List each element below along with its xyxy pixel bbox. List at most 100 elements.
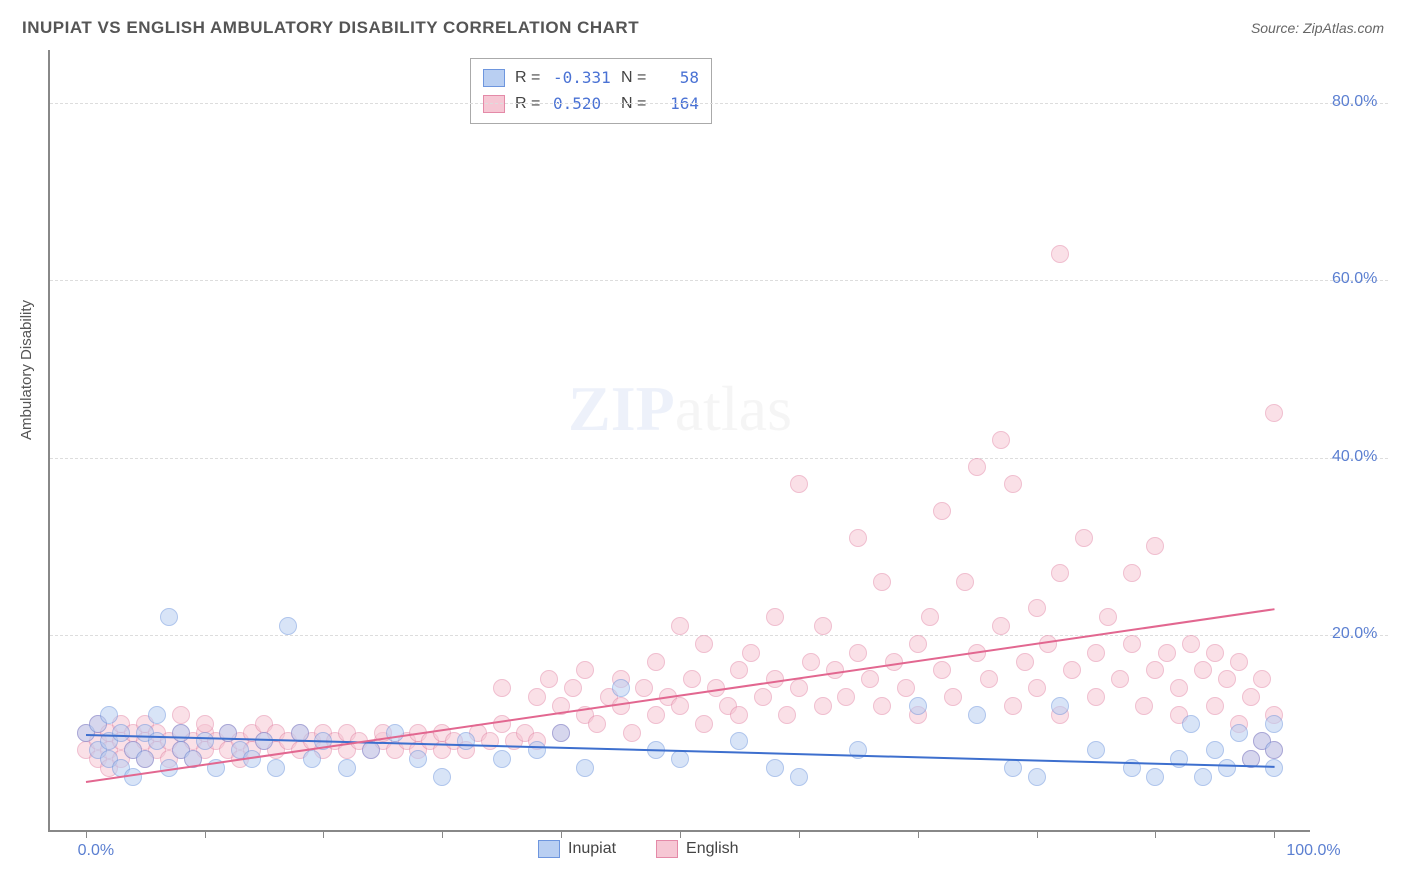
plot-container: Ambulatory Disability ZIPatlas R =-0.331… bbox=[48, 50, 1388, 830]
scatter-point bbox=[623, 724, 641, 742]
scatter-point bbox=[172, 724, 190, 742]
scatter-point bbox=[279, 617, 297, 635]
scatter-point bbox=[766, 608, 784, 626]
scatter-point bbox=[1087, 644, 1105, 662]
scatter-point bbox=[873, 573, 891, 591]
scatter-point bbox=[564, 679, 582, 697]
scatter-point bbox=[100, 706, 118, 724]
scatter-point bbox=[921, 608, 939, 626]
watermark-zip: ZIP bbox=[568, 373, 675, 444]
scatter-point bbox=[172, 706, 190, 724]
x-tick bbox=[442, 830, 443, 838]
scatter-point bbox=[968, 458, 986, 476]
scatter-point bbox=[1194, 768, 1212, 786]
scatter-point bbox=[909, 635, 927, 653]
scatter-point bbox=[1028, 599, 1046, 617]
scatter-point bbox=[588, 715, 606, 733]
scatter-point bbox=[1123, 564, 1141, 582]
scatter-point bbox=[814, 617, 832, 635]
scatter-point bbox=[112, 724, 130, 742]
scatter-point bbox=[754, 688, 772, 706]
scatter-point bbox=[1028, 768, 1046, 786]
scatter-point bbox=[944, 688, 962, 706]
scatter-point bbox=[196, 715, 214, 733]
scatter-point bbox=[1051, 697, 1069, 715]
scatter-point bbox=[742, 644, 760, 662]
watermark: ZIPatlas bbox=[568, 372, 792, 446]
scatter-point bbox=[528, 688, 546, 706]
legend-item: Inupiat bbox=[538, 840, 616, 858]
scatter-point bbox=[612, 679, 630, 697]
scatter-point bbox=[409, 750, 427, 768]
scatter-point bbox=[160, 608, 178, 626]
legend-item: English bbox=[656, 840, 738, 858]
scatter-point bbox=[1253, 670, 1271, 688]
scatter-point bbox=[1206, 644, 1224, 662]
scatter-point bbox=[837, 688, 855, 706]
x-tick bbox=[918, 830, 919, 838]
scatter-point bbox=[493, 715, 511, 733]
scatter-point bbox=[1004, 759, 1022, 777]
scatter-point bbox=[647, 706, 665, 724]
scatter-point bbox=[730, 732, 748, 750]
scatter-point bbox=[1194, 661, 1212, 679]
scatter-point bbox=[1206, 741, 1224, 759]
scatter-point bbox=[1075, 529, 1093, 547]
scatter-point bbox=[1218, 759, 1236, 777]
y-tick-label: 60.0% bbox=[1332, 270, 1377, 288]
n-label: N = bbox=[621, 65, 649, 91]
scatter-point bbox=[933, 661, 951, 679]
scatter-point bbox=[481, 732, 499, 750]
scatter-point bbox=[1004, 697, 1022, 715]
scatter-point bbox=[730, 706, 748, 724]
scatter-point bbox=[790, 768, 808, 786]
correlation-row: R =-0.331N =58 bbox=[483, 65, 699, 91]
scatter-point bbox=[1182, 635, 1200, 653]
r-value: -0.331 bbox=[553, 65, 611, 91]
y-tick-label: 20.0% bbox=[1332, 625, 1377, 643]
scatter-point bbox=[730, 661, 748, 679]
scatter-point bbox=[814, 697, 832, 715]
scatter-point bbox=[1218, 670, 1236, 688]
scatter-point bbox=[1135, 697, 1153, 715]
scatter-point bbox=[552, 724, 570, 742]
x-tick-label: 100.0% bbox=[1286, 842, 1340, 860]
scatter-point bbox=[1028, 679, 1046, 697]
scatter-point bbox=[695, 635, 713, 653]
scatter-point bbox=[802, 653, 820, 671]
grid-line bbox=[50, 103, 1388, 104]
scatter-point bbox=[683, 670, 701, 688]
x-tick bbox=[1155, 830, 1156, 838]
scatter-point bbox=[255, 732, 273, 750]
scatter-point bbox=[635, 679, 653, 697]
scatter-point bbox=[968, 706, 986, 724]
scatter-point bbox=[1182, 715, 1200, 733]
x-tick bbox=[323, 830, 324, 838]
y-axis-title: Ambulatory Disability bbox=[18, 300, 35, 440]
x-tick bbox=[1274, 830, 1275, 838]
scatter-point bbox=[1265, 759, 1283, 777]
scatter-point bbox=[1087, 741, 1105, 759]
scatter-point bbox=[849, 644, 867, 662]
grid-line bbox=[50, 458, 1388, 459]
x-tick bbox=[86, 830, 87, 838]
grid-line bbox=[50, 280, 1388, 281]
scatter-point bbox=[1123, 635, 1141, 653]
scatter-point bbox=[778, 706, 796, 724]
scatter-point bbox=[647, 653, 665, 671]
scatter-point bbox=[1087, 688, 1105, 706]
scatter-point bbox=[1242, 688, 1260, 706]
scatter-point bbox=[671, 750, 689, 768]
x-tick bbox=[680, 830, 681, 838]
scatter-point bbox=[1146, 537, 1164, 555]
legend-swatch bbox=[538, 840, 560, 858]
scatter-point bbox=[457, 732, 475, 750]
scatter-point bbox=[1158, 644, 1176, 662]
n-value: 58 bbox=[659, 65, 699, 91]
scatter-point bbox=[1265, 715, 1283, 733]
scatter-point bbox=[196, 732, 214, 750]
x-tick bbox=[799, 830, 800, 838]
plot-area: ZIPatlas R =-0.331N =58R =0.520N =164 20… bbox=[48, 50, 1310, 832]
x-tick bbox=[561, 830, 562, 838]
scatter-point bbox=[493, 679, 511, 697]
